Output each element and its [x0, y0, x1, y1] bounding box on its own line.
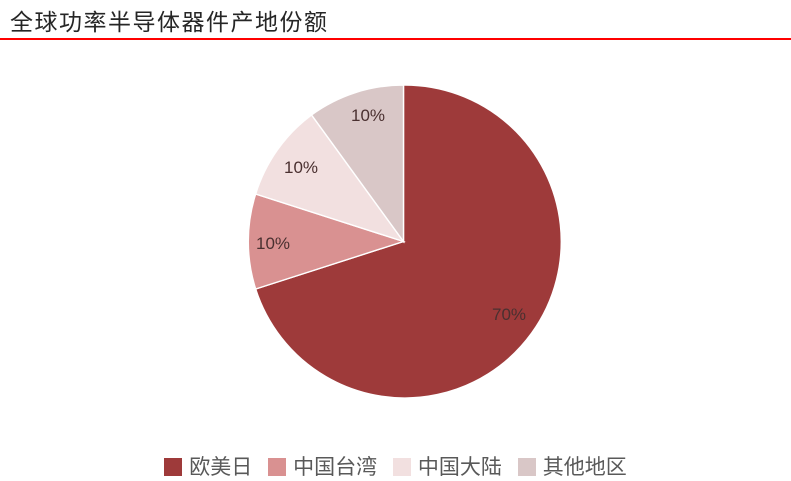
- svg-text:10%: 10%: [284, 158, 318, 177]
- svg-text:10%: 10%: [256, 234, 290, 253]
- svg-text:10%: 10%: [351, 106, 385, 125]
- svg-text:70%: 70%: [492, 305, 526, 324]
